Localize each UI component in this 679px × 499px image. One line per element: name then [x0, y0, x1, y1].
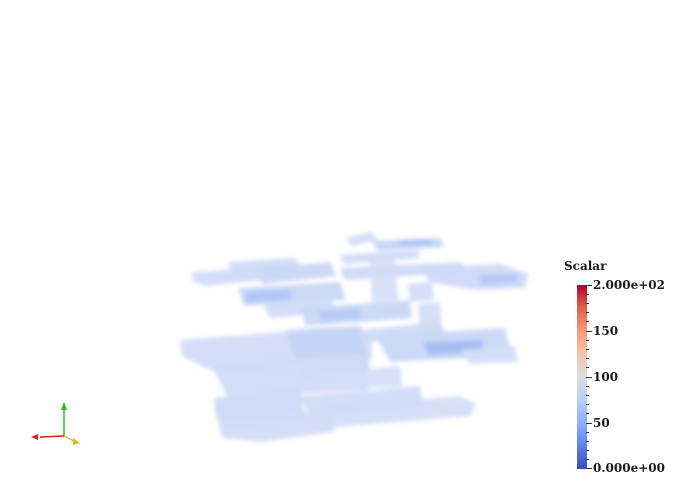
volume-block — [212, 354, 368, 398]
scalar-bar-tick — [586, 441, 589, 442]
scalar-bar-label-min: 0.000e+00 — [593, 461, 665, 475]
scalar-bar-tick — [586, 386, 589, 387]
volume-block — [218, 410, 334, 442]
axis-z-line — [63, 435, 75, 442]
scalar-bar-tick — [586, 468, 592, 469]
volume-block — [460, 346, 518, 364]
scalar-bar-tick — [586, 404, 589, 405]
scalar-bar-tick — [586, 331, 592, 332]
scalar-bar-label-50: 50 — [593, 416, 610, 430]
orientation-axes-icon[interactable] — [24, 396, 88, 452]
scalar-bar-label-100: 100 — [593, 370, 619, 384]
volume-block — [345, 232, 378, 246]
volume-block — [478, 274, 518, 284]
scalar-bar-tick — [586, 377, 592, 378]
scalar-bar-label-max: 2.000e+02 — [593, 278, 665, 292]
scalar-bar-tick — [586, 450, 589, 451]
scalar-bar-label-150: 150 — [593, 324, 619, 338]
scalar-bar-tick — [586, 459, 589, 460]
scalar-bar-tick — [586, 413, 589, 414]
axis-x-arrow — [31, 434, 38, 440]
volume-block — [398, 239, 432, 246]
volume-block — [318, 308, 362, 321]
scalar-bar-tick — [586, 349, 589, 350]
axis-z-arrow — [73, 438, 80, 445]
scalar-bar-gradient — [577, 285, 587, 469]
scalar-bar-tick — [586, 294, 589, 295]
scalar-bar-tick — [586, 432, 589, 433]
scalar-bar-tick — [586, 367, 589, 368]
volume-block — [192, 268, 262, 286]
scalar-bar-title: Scalar — [564, 259, 607, 273]
scalar-bar-tick — [586, 321, 589, 322]
scalar-bar-tick — [586, 312, 589, 313]
volume-block — [420, 264, 528, 290]
volume-block — [370, 258, 398, 302]
volume-block — [340, 250, 420, 264]
volume-block — [255, 262, 336, 284]
scalar-bar-tick — [586, 285, 592, 286]
volume-blobs — [180, 232, 528, 442]
scalar-bar-tick — [586, 395, 589, 396]
volume-block — [356, 366, 402, 388]
scalar-bar-tick — [586, 358, 589, 359]
volume-block — [408, 282, 434, 302]
scalar-bar-tick — [586, 340, 589, 341]
volume-block — [245, 290, 292, 302]
volume-block — [318, 396, 476, 428]
axis-y-arrow — [61, 402, 67, 410]
scalar-bar-tick — [586, 303, 589, 304]
axis-x-line — [39, 435, 65, 438]
scalar-bar-tick — [586, 423, 592, 424]
